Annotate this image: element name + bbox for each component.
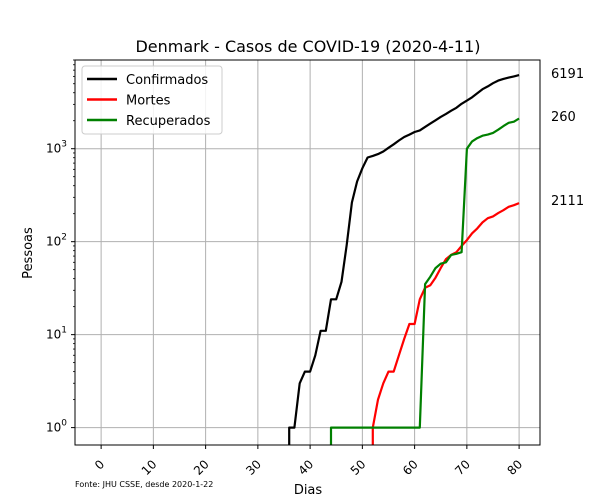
- end-label-mortes: 260: [551, 110, 576, 125]
- x-axis-label: Dias: [294, 483, 323, 498]
- y-tick-label: 101: [46, 326, 67, 342]
- end-label-recuperados: 2111: [551, 194, 584, 209]
- y-tick-exponent: 1: [61, 326, 67, 336]
- y-tick-exponent: 3: [61, 140, 67, 150]
- legend-label-mortes: Mortes: [126, 94, 171, 109]
- series-line-confirmados: [288, 74, 520, 445]
- legend-label-confirmados: Confirmados: [126, 73, 208, 88]
- y-tick-exponent: 0: [61, 419, 67, 429]
- legend-label-recuperados: Recuperados: [126, 114, 211, 129]
- y-tick-label: 100: [46, 419, 67, 435]
- y-tick-label: 102: [46, 233, 67, 249]
- y-tick-base: 10: [46, 421, 61, 435]
- y-tick-base: 10: [46, 142, 61, 156]
- series-group: [288, 74, 520, 445]
- plot-frame: [74, 59, 541, 446]
- source-note: Fonte: JHU CSSE, desde 2020-1-22: [75, 480, 213, 489]
- grid: [75, 60, 540, 445]
- legend: Confirmados Mortes Recuperados: [81, 65, 223, 135]
- end-labels: 6191 260 2111: [551, 67, 584, 209]
- y-tick-base: 10: [46, 328, 61, 342]
- legend-box: [81, 65, 223, 135]
- y-axis-label: Pessoas: [21, 227, 36, 279]
- y-tick-label: 103: [46, 140, 67, 156]
- end-label-confirmados: 6191: [551, 67, 584, 82]
- x-axis-ticks: 0 10 20 30 40 50 60 70 80: [92, 445, 525, 478]
- series-line-recuperados: [329, 117, 520, 445]
- chart-title: Denmark - Casos de COVID-19 (2020-4-11): [135, 37, 480, 56]
- y-tick-exponent: 2: [61, 233, 67, 243]
- y-tick-base: 10: [46, 235, 61, 249]
